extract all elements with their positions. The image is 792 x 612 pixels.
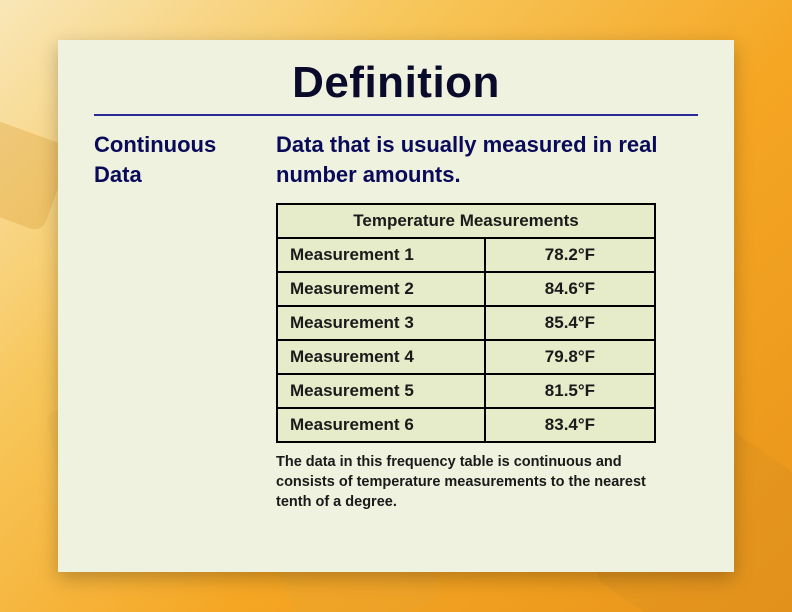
row-label: Measurement 3 [277,306,485,340]
table-header-row: Temperature Measurements [277,204,655,238]
row-label: Measurement 1 [277,238,485,272]
row-value: 78.2°F [485,238,655,272]
table-row: Measurement 1 78.2°F [277,238,655,272]
table-row: Measurement 4 79.8°F [277,340,655,374]
row-label: Measurement 4 [277,340,485,374]
row-value: 79.8°F [485,340,655,374]
table-row: Measurement 3 85.4°F [277,306,655,340]
term-line-1: Continuous [94,132,216,157]
table-header: Temperature Measurements [277,204,655,238]
table-row: Measurement 6 83.4°F [277,408,655,442]
title-rule [94,114,698,116]
row-value: 84.6°F [485,272,655,306]
card-title: Definition [94,58,698,114]
table-row: Measurement 2 84.6°F [277,272,655,306]
row-label: Measurement 5 [277,374,485,408]
table-caption: The data in this frequency table is cont… [276,453,676,512]
row-value: 81.5°F [485,374,655,408]
row-label: Measurement 6 [277,408,485,442]
term-line-2: Data [94,162,142,187]
definition-card: Definition Continuous Data Data that is … [58,40,734,572]
measurements-table: Temperature Measurements Measurement 1 7… [276,203,656,443]
definition-text: Data that is usually measured in real nu… [276,130,698,189]
card-content: Continuous Data Data that is usually mea… [94,130,698,512]
row-value: 83.4°F [485,408,655,442]
definition-body: Data that is usually measured in real nu… [276,130,698,512]
row-label: Measurement 2 [277,272,485,306]
term: Continuous Data [94,130,254,512]
row-value: 85.4°F [485,306,655,340]
table-row: Measurement 5 81.5°F [277,374,655,408]
